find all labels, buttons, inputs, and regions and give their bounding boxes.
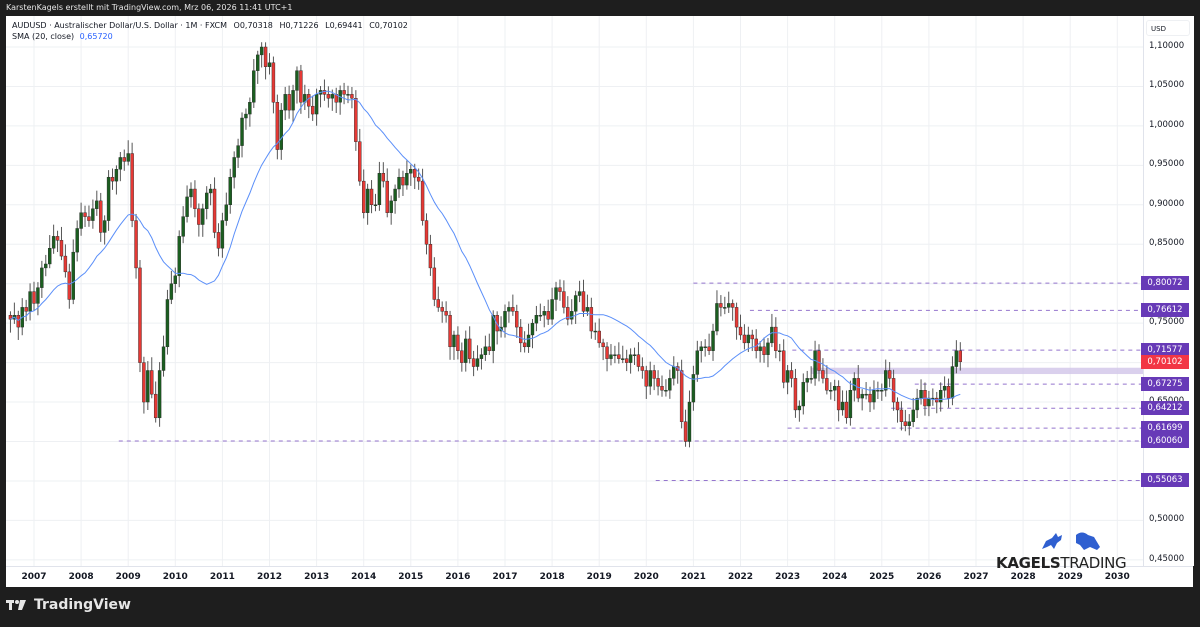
- sma-value: 0,65720: [79, 32, 113, 41]
- chart-caption: KarstenKagels erstellt mit TradingView.c…: [6, 3, 293, 12]
- candlestick-plot[interactable]: [6, 16, 1193, 587]
- year-label: 2027: [963, 572, 989, 582]
- price-tick: 0,85000: [1149, 238, 1185, 249]
- year-label: 2008: [68, 572, 94, 582]
- year-label: 2020: [633, 572, 659, 582]
- year-label: 2019: [586, 572, 612, 582]
- sma-row[interactable]: SMA (20, close) 0,65720: [12, 31, 408, 42]
- year-label: 2029: [1057, 572, 1083, 582]
- brand-name: TradingView: [34, 597, 131, 613]
- price-tick: 1,00000: [1149, 119, 1185, 130]
- price-level-tag[interactable]: 0,64212: [1141, 401, 1189, 416]
- chart-frame[interactable]: AUDUSD · Australischer Dollar/U.S. Dolla…: [6, 16, 1194, 588]
- year-label: 2030: [1104, 572, 1130, 582]
- price-tick: 0,50000: [1149, 514, 1185, 525]
- symbol-row[interactable]: AUDUSD · Australischer Dollar/U.S. Dolla…: [12, 20, 408, 31]
- kagels-trading-watermark: KAGELSTRADING: [996, 529, 1136, 574]
- price-level-tag[interactable]: 0,55063: [1141, 473, 1189, 488]
- sma-label: SMA (20, close): [12, 32, 75, 41]
- year-label: 2012: [256, 572, 283, 582]
- year-label: 2023: [775, 572, 801, 582]
- currency-label[interactable]: USD: [1146, 20, 1190, 36]
- year-label: 2016: [445, 572, 471, 582]
- time-axis[interactable]: 2007 2008 2009 2010 2011 2012 2013 2014 2015 2016…: [6, 566, 1193, 588]
- year-label: 2014: [351, 572, 377, 582]
- year-label: 2007: [21, 572, 47, 582]
- price-tick: 0,75000: [1149, 317, 1185, 328]
- year-label: 2017: [492, 572, 518, 582]
- price-tick: 0,65000: [1149, 396, 1184, 406]
- ohlc-open: O0,70318: [233, 21, 273, 30]
- price-level-tag[interactable]: 0,80072: [1141, 276, 1189, 291]
- year-label: 2010: [162, 572, 188, 582]
- price-tick: 1,05000: [1149, 80, 1185, 91]
- price-level-tag[interactable]: 0,71577: [1141, 343, 1189, 358]
- price-tick: 1,10000: [1149, 41, 1185, 51]
- price-level-tag[interactable]: 0,70102: [1141, 354, 1189, 369]
- price-level-tag[interactable]: 0,76612: [1141, 303, 1189, 318]
- year-label: 2028: [1010, 572, 1036, 582]
- price-level-tag[interactable]: 0,67275: [1141, 377, 1189, 392]
- year-label: 2021: [680, 572, 706, 582]
- year-label: 2025: [869, 572, 895, 582]
- watermark-bold: KAGELS: [996, 554, 1061, 572]
- price-tick: 0,90000: [1149, 198, 1185, 209]
- bull-bear-icon: [1042, 532, 1100, 550]
- year-label: 2015: [398, 572, 424, 582]
- watermark-text: KAGELSTRADING: [996, 554, 1127, 572]
- chart-legend: AUDUSD · Australischer Dollar/U.S. Dolla…: [12, 20, 408, 42]
- price-level-tag[interactable]: 0,60060: [1141, 434, 1189, 449]
- price-tick: 0,45000: [1149, 553, 1185, 564]
- tradingview-brand[interactable]: TradingView: [6, 597, 131, 613]
- year-label: 2013: [304, 572, 330, 582]
- symbol-title: AUDUSD · Australischer Dollar/U.S. Dolla…: [12, 21, 227, 30]
- year-label: 2026: [916, 572, 942, 582]
- price-tick: 0,95000: [1149, 159, 1185, 170]
- ohlc-low: L0,69441: [325, 21, 363, 30]
- year-label: 2011: [209, 572, 235, 582]
- year-label: 2018: [539, 572, 565, 582]
- ohlc-close: C0,70102: [369, 21, 408, 30]
- ohlc-high: H0,71226: [279, 21, 319, 30]
- year-label: 2022: [727, 572, 754, 582]
- year-label: 2009: [115, 572, 141, 582]
- tradingview-logo-icon: [6, 600, 26, 610]
- watermark-light: TRADING: [1060, 554, 1127, 572]
- price-level-tag[interactable]: 0,61699: [1141, 421, 1189, 436]
- year-label: 2024: [822, 572, 848, 582]
